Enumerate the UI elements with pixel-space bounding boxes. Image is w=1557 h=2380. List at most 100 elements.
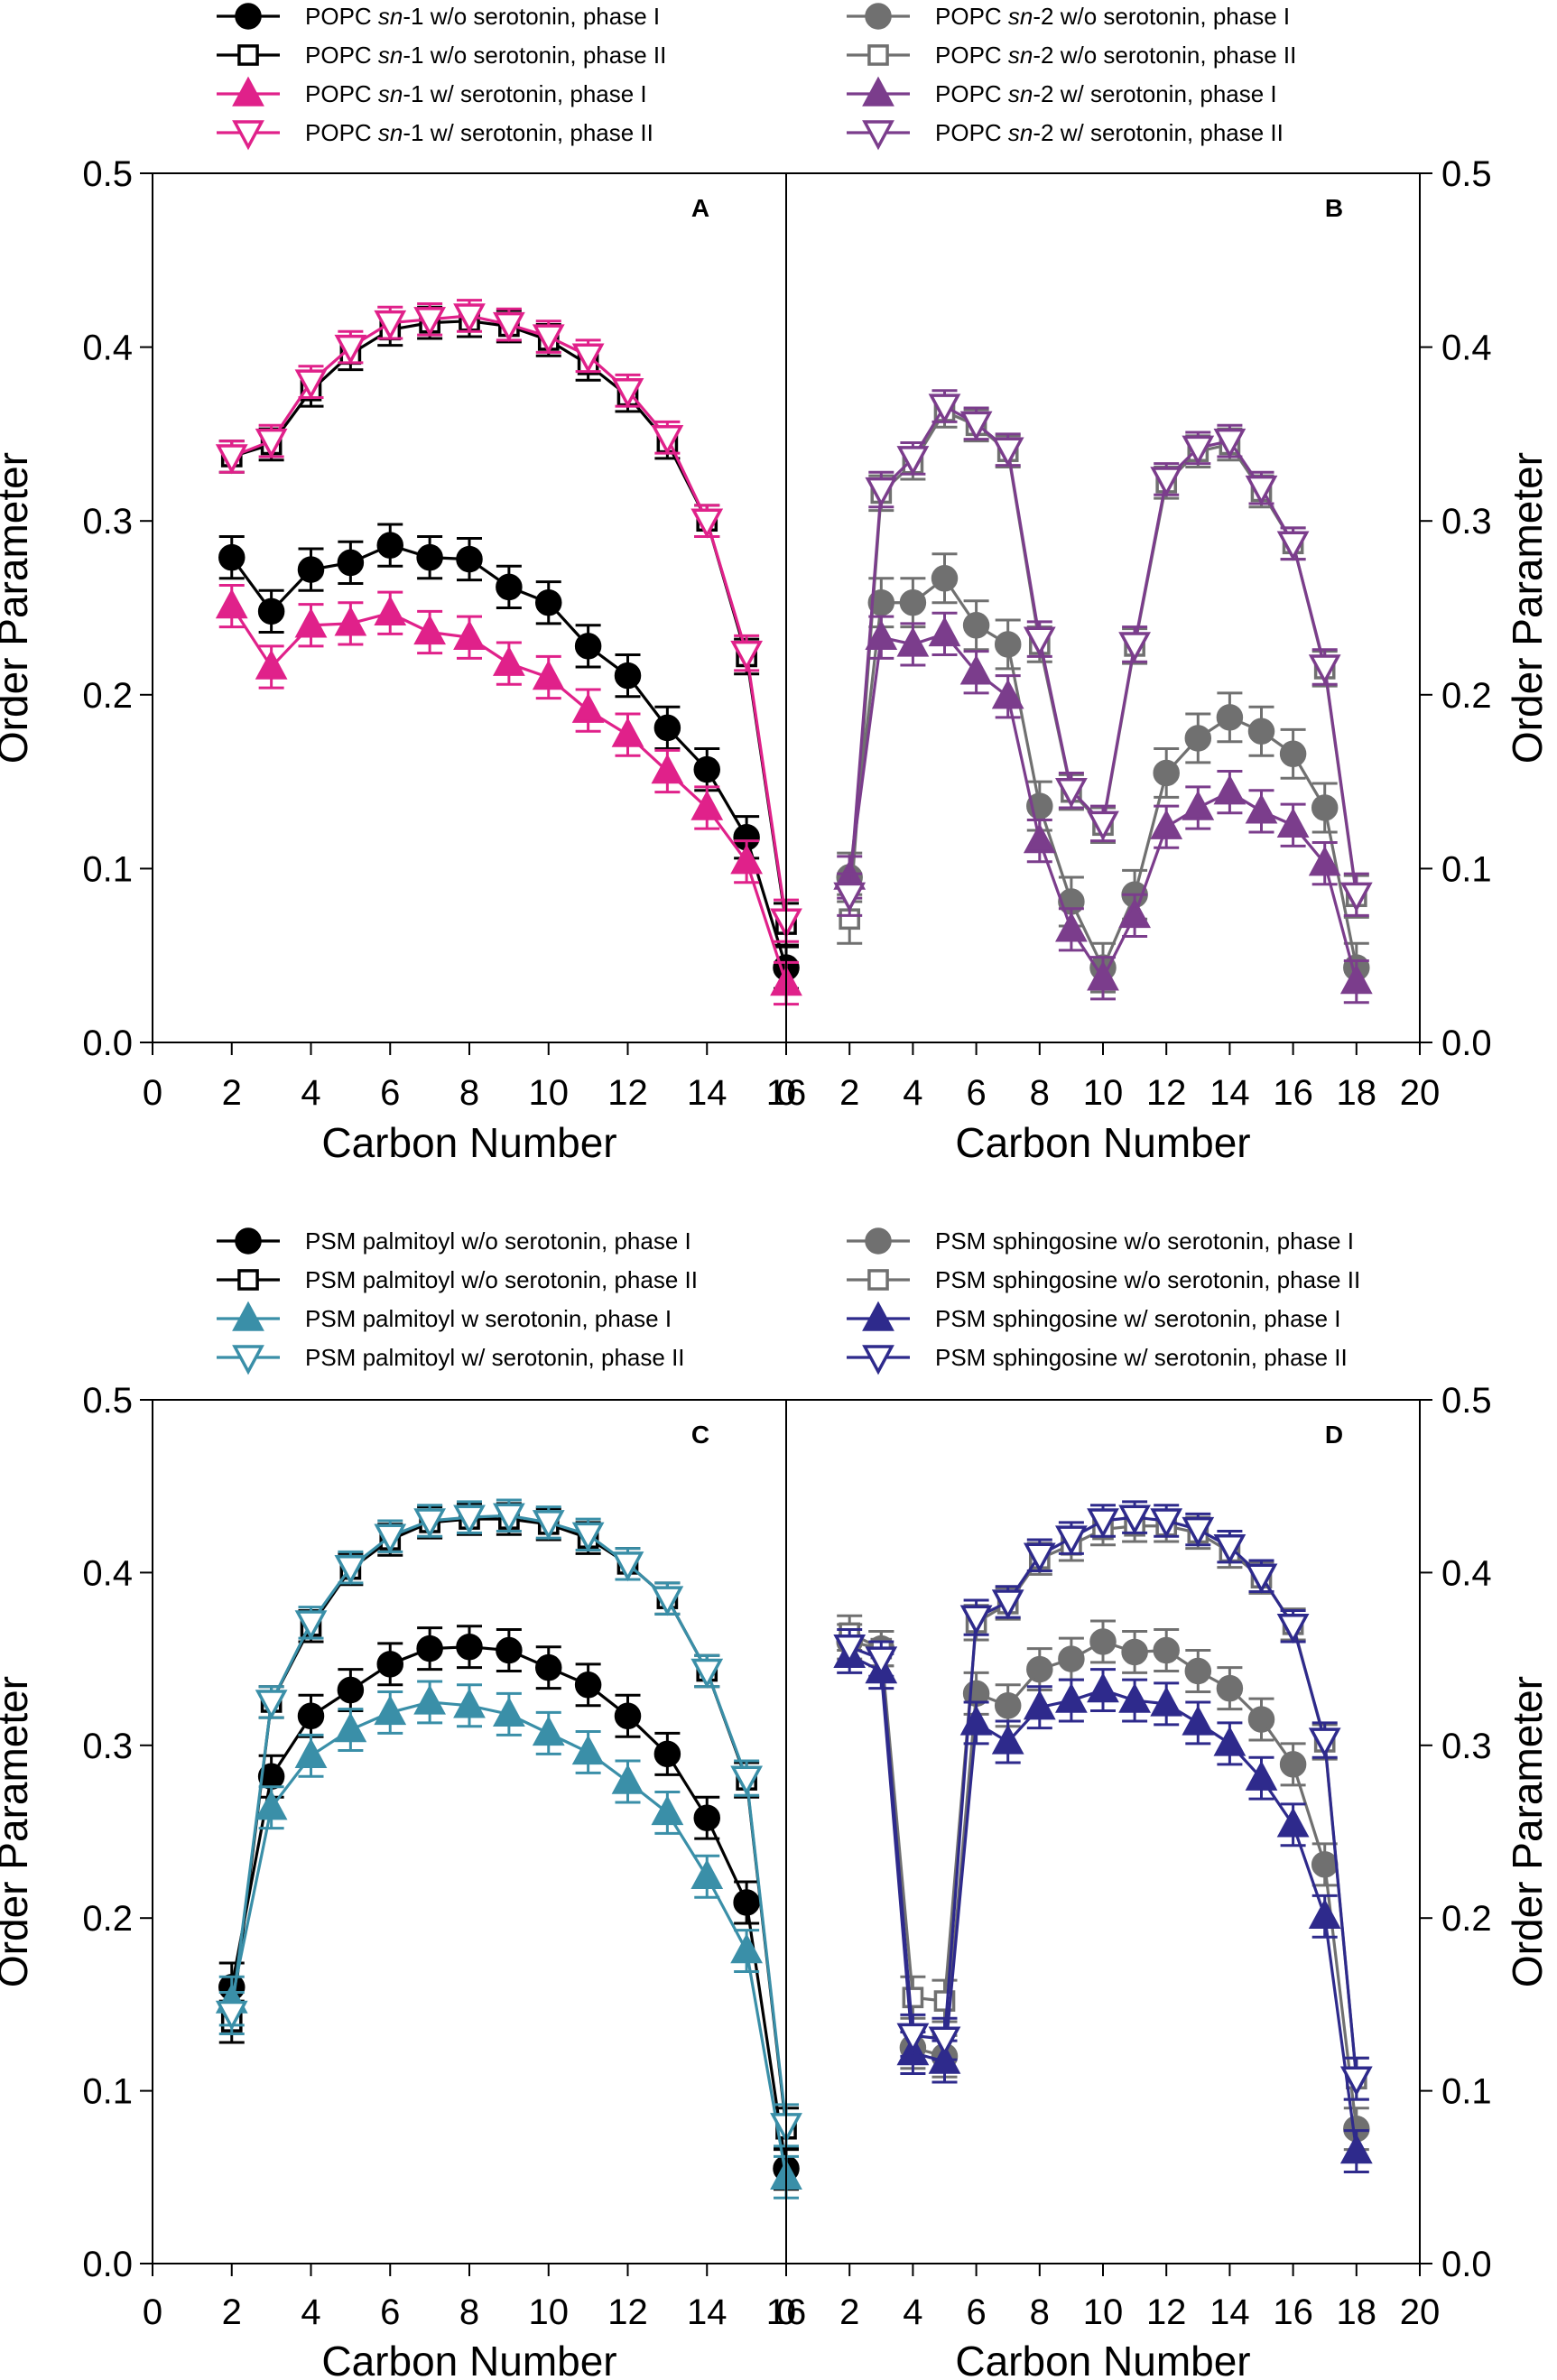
data-point [334,606,367,636]
data-point [1118,898,1151,929]
data-point [1184,1657,1212,1685]
data-point [1216,1674,1244,1702]
y-tick-label: 0.2 [82,1899,133,1939]
x-tick-label: 10 [529,2292,570,2332]
series-2 [215,583,802,1006]
data-point [376,532,403,559]
series-line [230,1700,788,2178]
data-point [690,1658,724,1689]
data-point [374,310,407,341]
legend-label-part: PSM palmitoyl w/ serotonin, phase II [305,1344,685,1371]
legend-label-part: sn [1008,42,1033,69]
data-point [1311,794,1339,821]
y-tick-label: 0.0 [1441,2245,1492,2284]
legend-label: PSM sphingosine w/ serotonin, phase II [935,1344,1348,1371]
data-point [1150,1686,1183,1717]
data-point [991,679,1024,709]
legend-label-part: POPC [935,119,1008,146]
legend-label: POPC sn-2 w/ serotonin, phase II [935,119,1284,146]
panel-letter: B [1325,194,1343,222]
y-tick-label: 0.5 [1441,1381,1492,1421]
data-point [1276,1614,1310,1644]
legend-label: POPC sn-1 w/ serotonin, phase I [305,80,647,107]
series-1 [837,394,1369,945]
data-point [1276,807,1310,838]
legend-entry: PSM sphingosine w/o serotonin, phase II [847,1266,1360,1293]
y-axis-label: Order Parameter [1504,1676,1551,1987]
legend-entry: PSM palmitoyl w/ serotonin, phase II [217,1344,685,1375]
data-point [1182,1516,1215,1547]
x-tick-label: 8 [459,1073,479,1113]
legend-label-part: -1 w/ serotonin, phase II [403,119,653,146]
data-point [376,1651,403,1678]
data-point [994,631,1022,658]
legend-label-part: POPC [935,42,1008,69]
data-point [532,660,565,690]
data-point [374,1523,407,1554]
y-axis-label: Order Parameter [1504,452,1551,764]
legend-marker [232,76,264,106]
data-point [693,1804,720,1831]
data-point [496,1636,523,1664]
legend-entry: POPC sn-1 w/ serotonin, phase II [217,119,653,151]
x-tick-label: 10 [1083,2292,1124,2332]
data-point [653,714,681,742]
data-point [1055,912,1088,942]
x-tick-label: 10 [529,1073,570,1113]
data-point [1339,964,1373,995]
series-line [848,1515,1358,2079]
y-tick-label: 0.4 [82,329,133,368]
y-tick-label: 0.2 [82,676,133,716]
data-point [535,588,562,616]
data-point [1118,632,1151,662]
data-point [611,717,644,747]
legend-label-part: sn [1008,119,1033,146]
x-tick-label: 12 [1146,2292,1187,2332]
data-point [1026,1655,1053,1683]
y-axis-label: Order Parameter [0,1676,36,1987]
data-point [611,1551,644,1582]
series-3 [833,1500,1373,2101]
data-point [1150,1508,1183,1539]
data-point [492,1503,525,1533]
data-point [962,612,990,639]
data-point [456,545,483,573]
y-tick-label: 0.5 [82,154,133,194]
legend-label-part: sn [378,119,403,146]
y-tick-label: 0.2 [1441,676,1492,716]
data-point [896,446,930,477]
data-point [492,311,525,342]
panel-letter: A [691,194,709,222]
data-point [865,477,898,507]
legend-label: PSM palmitoyl w serotonin, phase I [305,1305,672,1332]
legend-marker [232,120,264,151]
data-point [1213,1726,1247,1756]
x-tick-label: 12 [607,1073,648,1113]
x-tick-label: 4 [903,1073,922,1113]
data-point [730,640,764,671]
legend-entry: POPC sn-1 w/ serotonin, phase I [217,76,647,107]
x-tick-label: 18 [1337,1073,1377,1113]
data-point [1247,1706,1275,1733]
data-point [690,790,724,820]
data-point [215,588,248,619]
data-point [730,1933,764,1964]
data-point [1087,810,1119,841]
data-point [255,428,288,458]
data-point [690,1858,724,1889]
y-tick-label: 0.3 [82,502,133,542]
x-tick-label: 16 [1273,1073,1313,1113]
x-tick-label: 8 [1030,1073,1050,1113]
data-point [693,755,720,783]
data-point [1245,1563,1278,1594]
data-point [651,754,684,784]
data-point [865,619,898,650]
data-point [334,1712,367,1743]
data-point [653,1740,681,1768]
data-point [865,1646,898,1677]
legend-entry: POPC sn-1 w/o serotonin, phase II [217,42,666,69]
data-point [651,425,684,456]
x-tick-label: 2 [839,1073,859,1113]
legend-entry: POPC sn-2 w/ serotonin, phase I [847,76,1277,107]
y-tick-label: 0.3 [1441,1727,1492,1766]
